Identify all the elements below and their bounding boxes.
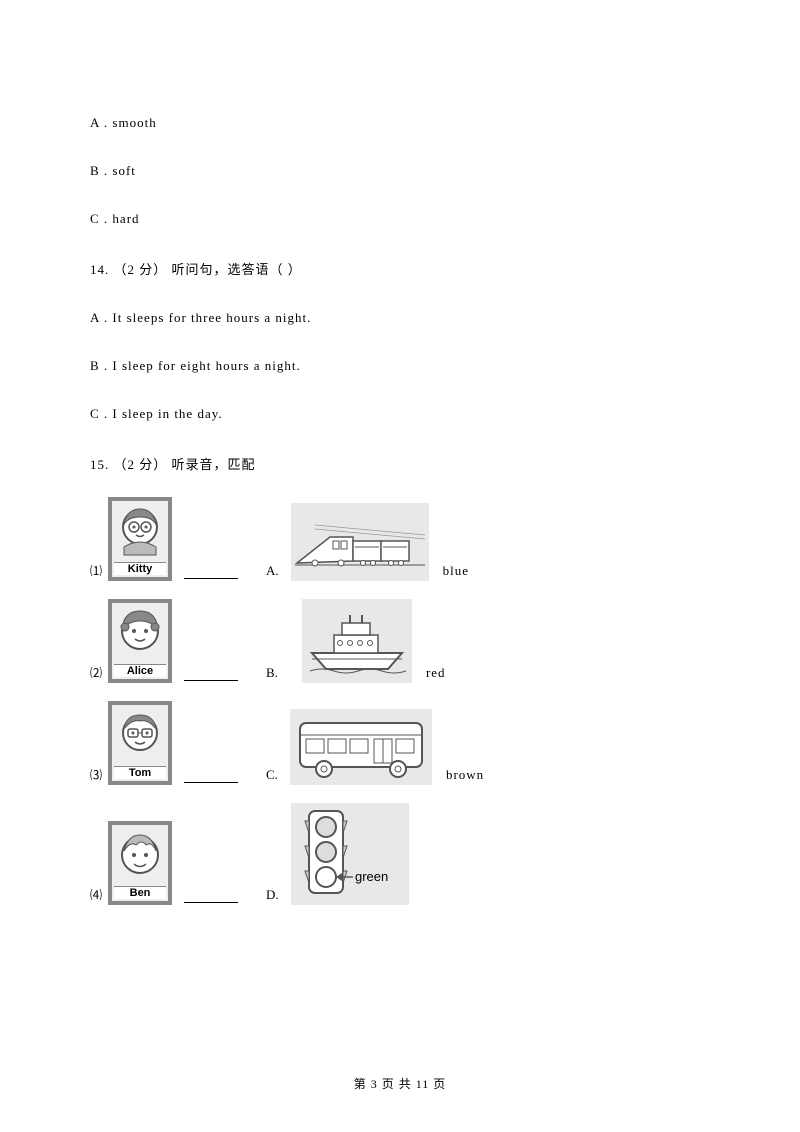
match-row: ⑴ Kitty A. <box>90 497 710 581</box>
answer-blank[interactable] <box>184 577 238 579</box>
girl-face-icon <box>114 605 166 661</box>
boy-face-icon <box>114 707 166 763</box>
bus-image <box>290 709 432 785</box>
row-number: ⑷ <box>90 886 102 903</box>
answer-blank[interactable] <box>184 679 238 681</box>
green-label: green <box>355 869 388 884</box>
traffic-light-image: green <box>291 803 409 905</box>
match-row: ⑷ Ben D. green <box>90 803 710 905</box>
character-name: Alice <box>114 664 166 677</box>
color-label: red <box>426 665 446 681</box>
option-letter: B. <box>266 665 278 681</box>
option-letter: D. <box>266 887 279 903</box>
option-letter: C. <box>266 767 278 783</box>
q13-option-c: C . hard <box>90 211 710 227</box>
girl-face-icon <box>114 503 166 559</box>
ship-icon <box>306 603 408 679</box>
character-card-ben: Ben <box>108 821 172 905</box>
q14-stem: 14. （2 分） 听问句，选答语（ ） <box>90 259 710 278</box>
row-number: ⑶ <box>90 766 102 783</box>
character-name: Tom <box>114 766 166 779</box>
answer-blank[interactable] <box>184 781 238 783</box>
color-label: brown <box>446 767 484 783</box>
option-letter: A. <box>266 563 279 579</box>
ship-image <box>302 599 412 683</box>
q13-option-a: A . smooth <box>90 115 710 131</box>
bus-icon <box>294 713 428 781</box>
match-row: ⑵ Alice B. red <box>90 599 710 683</box>
traffic-light-icon: green <box>295 807 405 901</box>
row-number: ⑵ <box>90 664 102 681</box>
row-number: ⑴ <box>90 562 102 579</box>
character-card-alice: Alice <box>108 599 172 683</box>
character-name: Kitty <box>114 562 166 575</box>
character-name: Ben <box>114 886 166 899</box>
train-image <box>291 503 429 581</box>
q14-option-c: C . I sleep in the day. <box>90 406 710 422</box>
page-footer: 第 3 页 共 11 页 <box>0 1075 800 1092</box>
q14-option-a: A . It sleeps for three hours a night. <box>90 310 710 326</box>
character-card-tom: Tom <box>108 701 172 785</box>
character-card-kitty: Kitty <box>108 497 172 581</box>
answer-blank[interactable] <box>184 901 238 903</box>
match-row: ⑶ Tom C. b <box>90 701 710 785</box>
q15-stem: 15. （2 分） 听录音，匹配 <box>90 454 710 473</box>
q14-option-b: B . I sleep for eight hours a night. <box>90 358 710 374</box>
q13-option-b: B . soft <box>90 163 710 179</box>
train-icon <box>295 507 425 577</box>
boy-face-icon <box>114 827 166 883</box>
color-label: blue <box>443 563 469 579</box>
